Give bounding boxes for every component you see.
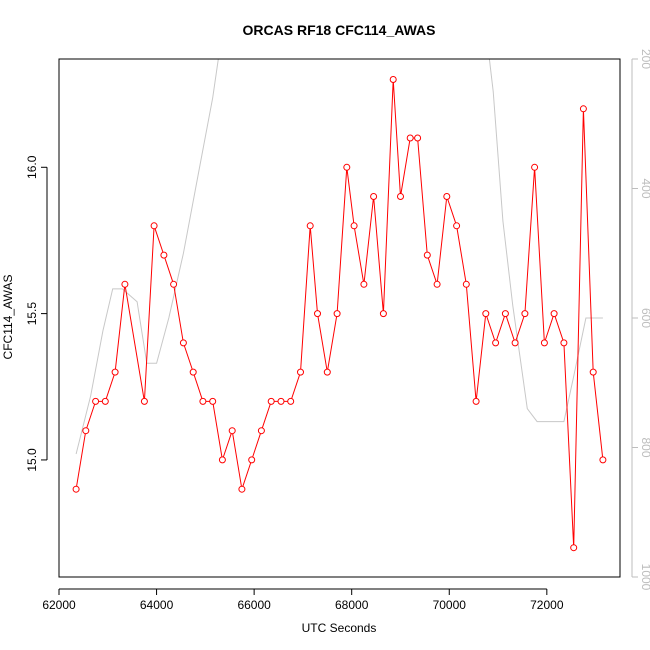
data-point — [314, 310, 321, 318]
y-tick-label: 16.0 — [25, 155, 39, 179]
data-point — [462, 280, 470, 288]
data-point — [570, 544, 578, 552]
chart-title: ORCAS RF18 CFC114_AWAS — [243, 22, 436, 38]
data-point — [589, 368, 597, 376]
data-point — [287, 397, 295, 405]
y-axis-label: CFC114_AWAS — [1, 275, 15, 360]
data-point — [492, 339, 500, 347]
data-point — [170, 280, 178, 288]
data-point — [189, 368, 197, 376]
data-point — [82, 427, 90, 435]
y2-tick-label: 1000 — [639, 564, 650, 591]
data-point — [218, 456, 226, 464]
plot-frame — [58, 58, 621, 578]
data-point — [121, 280, 129, 288]
y-tick-label: 15.5 — [25, 302, 39, 326]
data-point — [453, 222, 461, 230]
right-y-axis: 200 400 600 800 1000 — [631, 49, 650, 591]
x-tick-label: 68000 — [335, 598, 369, 612]
data-point — [209, 397, 217, 405]
data-point — [238, 485, 246, 493]
y2-tick-label: 800 — [639, 437, 650, 457]
data-point — [360, 280, 368, 288]
x-tick-label: 64000 — [140, 598, 174, 612]
data-point — [433, 280, 441, 288]
x-tick-label: 62000 — [42, 598, 76, 612]
data-point — [397, 193, 404, 200]
secondary-series-layer — [75, 59, 603, 455]
data-point — [306, 222, 314, 230]
x-axis: 62000 64000 66000 68000 70000 72000 — [42, 588, 564, 612]
data-point — [560, 339, 568, 347]
data-point — [101, 397, 109, 405]
data-point — [92, 397, 100, 405]
data-point — [323, 368, 331, 376]
data-point — [277, 397, 285, 405]
data-point — [111, 368, 119, 376]
data-point — [257, 427, 265, 435]
secondary-series-line — [75, 59, 603, 455]
data-point — [531, 163, 539, 171]
data-point — [140, 397, 148, 405]
data-point — [511, 339, 519, 347]
data-point — [343, 163, 351, 171]
data-point — [150, 222, 158, 230]
data-point — [550, 310, 558, 318]
x-axis-label: UTC Seconds — [302, 621, 377, 635]
x-tick-label: 70000 — [433, 598, 467, 612]
data-point — [443, 193, 451, 200]
data-point — [160, 251, 168, 259]
y2-tick-label: 600 — [639, 308, 650, 328]
y2-tick-label: 400 — [639, 178, 650, 198]
data-point — [179, 339, 187, 347]
data-point — [482, 310, 490, 318]
data-point — [501, 310, 509, 318]
data-point — [248, 456, 256, 464]
data-point — [297, 368, 304, 376]
x-tick-label: 72000 — [530, 598, 564, 612]
data-point — [414, 134, 422, 142]
data-point — [540, 339, 548, 347]
data-point — [228, 427, 236, 435]
data-point — [379, 310, 387, 318]
data-point — [333, 310, 341, 318]
data-point — [472, 397, 480, 405]
left-y-axis: 15.0 15.5 16.0 — [25, 155, 48, 472]
y2-tick-label: 200 — [639, 49, 650, 69]
data-point — [389, 76, 397, 83]
data-point — [579, 105, 587, 113]
data-point — [521, 310, 529, 318]
x-tick-label: 66000 — [237, 598, 271, 612]
primary-series-layer — [72, 76, 607, 552]
data-point — [199, 397, 207, 405]
data-point — [406, 134, 414, 142]
y-tick-label: 15.0 — [25, 448, 39, 472]
data-point — [423, 251, 431, 259]
data-point — [370, 193, 378, 200]
data-point — [72, 485, 80, 493]
data-point — [267, 397, 275, 405]
data-point — [599, 456, 607, 464]
data-point — [350, 222, 358, 230]
